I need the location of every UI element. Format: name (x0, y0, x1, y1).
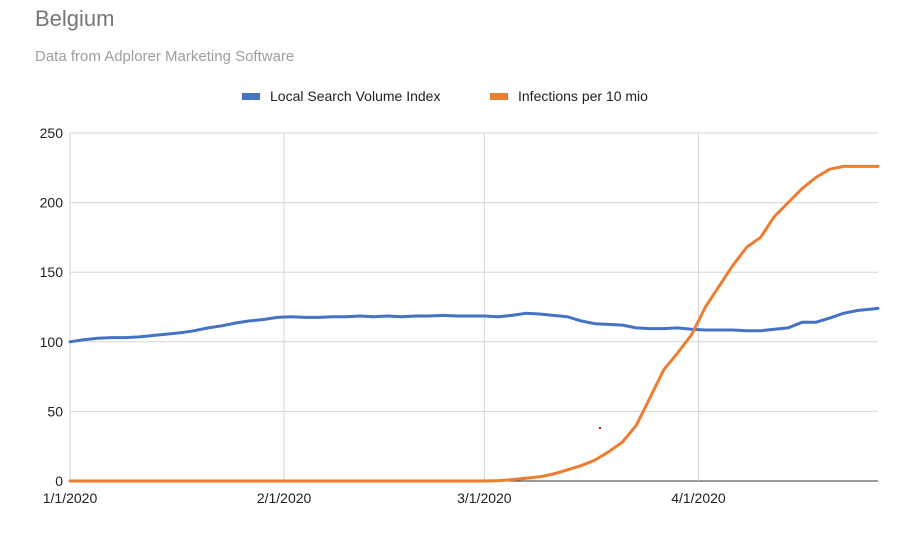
legend-swatch (242, 93, 260, 100)
y-tick-label: 0 (55, 473, 63, 489)
series-line-infections (68, 164, 880, 483)
legend-label: Local Search Volume Index (270, 88, 440, 104)
y-tick-label: 50 (47, 403, 63, 419)
x-tick-label: 4/1/2020 (671, 490, 726, 506)
x-tick-label: 3/1/2020 (457, 490, 512, 506)
legend-swatch (490, 93, 508, 100)
y-tick-label: 150 (40, 264, 64, 280)
grid-lines (69, 132, 878, 482)
series-lines (68, 164, 880, 483)
series-line-search-volume (68, 306, 880, 344)
x-tick-label: 1/1/2020 (43, 490, 98, 506)
axis-labels: 0 50 100 150 200 250 1/1/2020 2/1/2020 3/1/2020 4… (40, 125, 726, 506)
x-tick-label: 2/1/2020 (257, 490, 312, 506)
stray-red-dot (599, 427, 601, 429)
legend-label: Infections per 10 mio (518, 88, 648, 104)
chart-title: Belgium (35, 6, 115, 31)
legend: Local Search Volume Index Infections per … (242, 88, 648, 104)
y-tick-label: 100 (40, 334, 64, 350)
chart-subtitle: Data from Adplorer Marketing Software (35, 48, 295, 65)
y-tick-label: 250 (40, 125, 64, 141)
y-tick-label: 200 (40, 195, 64, 211)
